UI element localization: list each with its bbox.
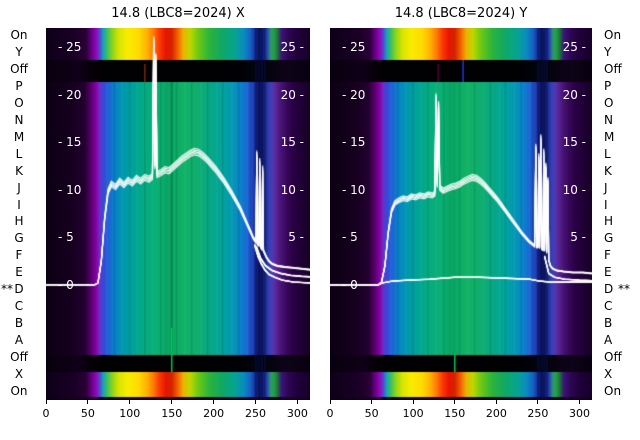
row-label-i-10: I bbox=[17, 197, 21, 212]
row-label-off-19: Off bbox=[10, 349, 28, 364]
row-label-e-14: E bbox=[15, 265, 23, 280]
x-tick-mark bbox=[329, 400, 331, 404]
row-label-x-20: X bbox=[604, 366, 613, 381]
row-label-b-17: B bbox=[14, 315, 24, 330]
row-label-on-0: On bbox=[10, 28, 28, 43]
x-tick-label: 150 bbox=[444, 407, 466, 420]
x-tick-mark bbox=[579, 400, 581, 404]
row-label-c-16: C bbox=[14, 299, 24, 313]
row-label-n-5: N bbox=[14, 113, 24, 127]
x-tick-label: 50 bbox=[364, 407, 379, 420]
row-label-h-11: H bbox=[604, 214, 614, 229]
x-tick-mark bbox=[495, 400, 497, 404]
row-label-e-14: E bbox=[604, 265, 612, 280]
row-label-on-21: On bbox=[604, 383, 622, 398]
row-label-i-10: I bbox=[604, 197, 608, 212]
row-label-f-13: F bbox=[15, 248, 23, 263]
panel-x: 14.8 (LBC8=2024) X - 25- 20- 15- 10- 5- … bbox=[42, 0, 310, 440]
row-label-j-9: J bbox=[17, 180, 21, 195]
x-tick-mark bbox=[371, 400, 373, 404]
row-label-p-3: P bbox=[15, 79, 23, 94]
row-label-off-2: Off bbox=[604, 62, 622, 77]
row-label-m-6: M bbox=[604, 129, 615, 144]
panel-x-title: 14.8 (LBC8=2024) X bbox=[111, 6, 245, 21]
star-marker: ** bbox=[618, 282, 630, 297]
x-tick-mark bbox=[454, 400, 456, 404]
x-tick-mark bbox=[87, 400, 89, 404]
panel-y-title: 14.8 (LBC8=2024) Y bbox=[394, 6, 528, 21]
row-label-d-15: D bbox=[14, 282, 24, 297]
panel-x-xaxis: 0 50 100 150 200 250 300 bbox=[42, 400, 310, 432]
row-label-a-18: A bbox=[604, 332, 613, 347]
row-label-y-1: Y bbox=[604, 45, 612, 60]
row-label-f-13: F bbox=[604, 248, 611, 263]
row-label-d-15: D bbox=[604, 282, 614, 297]
panel-y-xaxis: 0 50 100 150 200 250 300 bbox=[326, 400, 592, 432]
row-label-b-17: B bbox=[604, 315, 613, 330]
row-label-o-4: O bbox=[604, 96, 614, 111]
x-tick-label: 200 bbox=[485, 407, 507, 420]
x-tick-label: 250 bbox=[245, 407, 267, 420]
x-tick-label: 200 bbox=[203, 407, 225, 420]
x-tick-label: 250 bbox=[527, 407, 549, 420]
x-tick-label: 150 bbox=[161, 407, 183, 420]
x-tick-label: 0 bbox=[326, 407, 334, 420]
panel-y: 14.8 (LBC8=2024) Y - 25- 20- 15- 10- 5- … bbox=[326, 0, 592, 440]
x-tick-label: 300 bbox=[286, 407, 308, 420]
x-tick-mark bbox=[296, 400, 298, 404]
row-label-a-18: A bbox=[14, 332, 24, 347]
heatmap-y[interactable] bbox=[330, 28, 592, 400]
x-tick-label: 300 bbox=[569, 407, 591, 420]
row-label-j-9: J bbox=[604, 180, 608, 195]
row-label-l-7: L bbox=[15, 146, 23, 161]
row-label-l-7: L bbox=[604, 146, 611, 161]
row-labels-left: On Y Off P O N M L K J I H G F E D ** C B A Off X On bbox=[0, 0, 44, 440]
star-marker: ** bbox=[1, 282, 13, 297]
x-tick-mark bbox=[537, 400, 539, 404]
row-label-off-2: Off bbox=[10, 62, 28, 77]
x-tick-mark bbox=[255, 400, 257, 404]
x-tick-label: 50 bbox=[80, 407, 95, 420]
x-tick-label: 100 bbox=[119, 407, 141, 420]
row-label-x-20: X bbox=[14, 366, 24, 381]
row-label-k-8: K bbox=[604, 163, 612, 178]
row-label-g-12: G bbox=[14, 231, 24, 246]
x-tick-mark bbox=[129, 400, 131, 404]
x-tick-mark bbox=[171, 400, 173, 404]
x-tick-label: 0 bbox=[42, 407, 50, 420]
row-labels-right: On Y Off P O N M L K J I H G F E D ** C B A Off X On bbox=[596, 0, 640, 440]
row-label-g-12: G bbox=[604, 231, 614, 246]
x-tick-label: 100 bbox=[402, 407, 424, 420]
x-tick-mark bbox=[213, 400, 215, 404]
row-label-h-11: H bbox=[14, 214, 24, 229]
row-label-p-3: P bbox=[604, 79, 612, 94]
row-label-off-19: Off bbox=[604, 349, 622, 364]
row-label-on-0: On bbox=[604, 28, 622, 43]
row-label-m-6: M bbox=[13, 129, 25, 144]
row-label-k-8: K bbox=[15, 163, 23, 178]
x-tick-mark bbox=[412, 400, 414, 404]
row-label-c-16: C bbox=[604, 299, 613, 313]
row-label-n-5: N bbox=[604, 113, 613, 127]
x-tick-mark bbox=[45, 400, 47, 404]
heatmap-x[interactable] bbox=[46, 28, 310, 400]
row-label-on-21: On bbox=[10, 383, 28, 398]
row-label-o-4: O bbox=[14, 96, 24, 111]
row-label-y-1: Y bbox=[15, 45, 23, 60]
